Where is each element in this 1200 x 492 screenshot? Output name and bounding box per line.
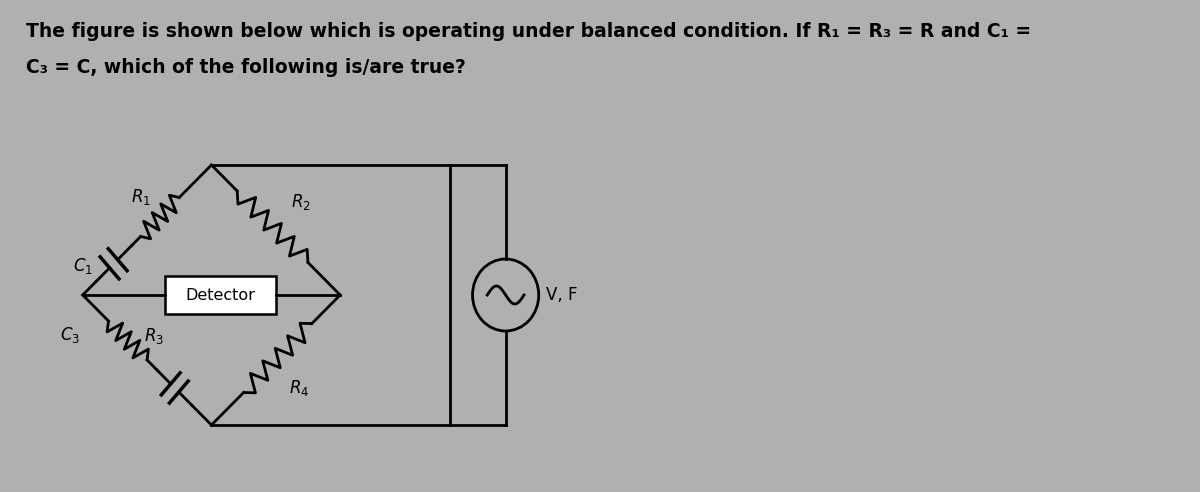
Text: $R_4$: $R_4$ [289, 378, 308, 398]
Text: $R_2$: $R_2$ [290, 192, 311, 212]
Text: C₃ = C, which of the following is/are true?: C₃ = C, which of the following is/are tr… [25, 58, 466, 77]
Text: Detector: Detector [186, 287, 256, 303]
FancyBboxPatch shape [166, 276, 276, 314]
Text: $C_1$: $C_1$ [73, 256, 92, 277]
Text: $R_3$: $R_3$ [144, 327, 164, 346]
Text: V, F: V, F [546, 286, 577, 304]
Text: The figure is shown below which is operating under balanced condition. If R₁ = R: The figure is shown below which is opera… [25, 22, 1031, 41]
Text: $R_1$: $R_1$ [132, 187, 151, 207]
Text: $C_3$: $C_3$ [60, 325, 80, 345]
